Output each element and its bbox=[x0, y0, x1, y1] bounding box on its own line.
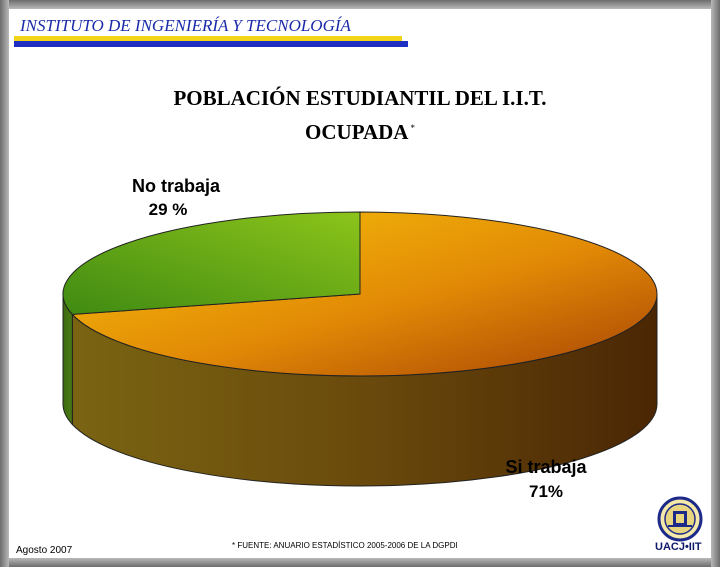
frame-left bbox=[0, 0, 9, 567]
pie-slice-si-trabaja bbox=[71, 211, 658, 377]
institute-header: INSTITUTO DE INGENIERÍA Y TECNOLOGÍA bbox=[20, 16, 351, 35]
pie-slice-no-trabaja bbox=[62, 211, 361, 315]
chart-title-marker: * bbox=[410, 123, 415, 133]
footer-source: * FUENTE: ANUARIO ESTADÍSTICO 2005-2006 … bbox=[232, 541, 458, 550]
slice-label-no-trabaja: No trabaja bbox=[132, 176, 221, 196]
slice-label-si-trabaja: Si trabaja bbox=[505, 457, 587, 477]
chart-title-line2-text: OCUPADA bbox=[305, 120, 409, 144]
header-underline-blue bbox=[14, 41, 408, 47]
slice-value-no-trabaja: 29 % bbox=[149, 200, 188, 219]
header-underline-yellow bbox=[14, 36, 402, 41]
logo-text: UACJ•IIT bbox=[655, 541, 702, 553]
frame-top bbox=[0, 0, 720, 9]
slice-value-si-trabaja: 71% bbox=[529, 482, 563, 501]
footer-date: Agosto 2007 bbox=[16, 545, 73, 556]
frame-right bbox=[711, 0, 720, 567]
chart-title: POBLACIÓN ESTUDIANTIL DEL I.I.T. OCUPADA… bbox=[0, 83, 720, 147]
chart-title-line1: POBLACIÓN ESTUDIANTIL DEL I.I.T. bbox=[173, 86, 547, 110]
uacj-logo-icon bbox=[657, 496, 703, 542]
chart-title-line2: OCUPADA * bbox=[0, 113, 720, 147]
frame-bottom bbox=[0, 558, 720, 567]
